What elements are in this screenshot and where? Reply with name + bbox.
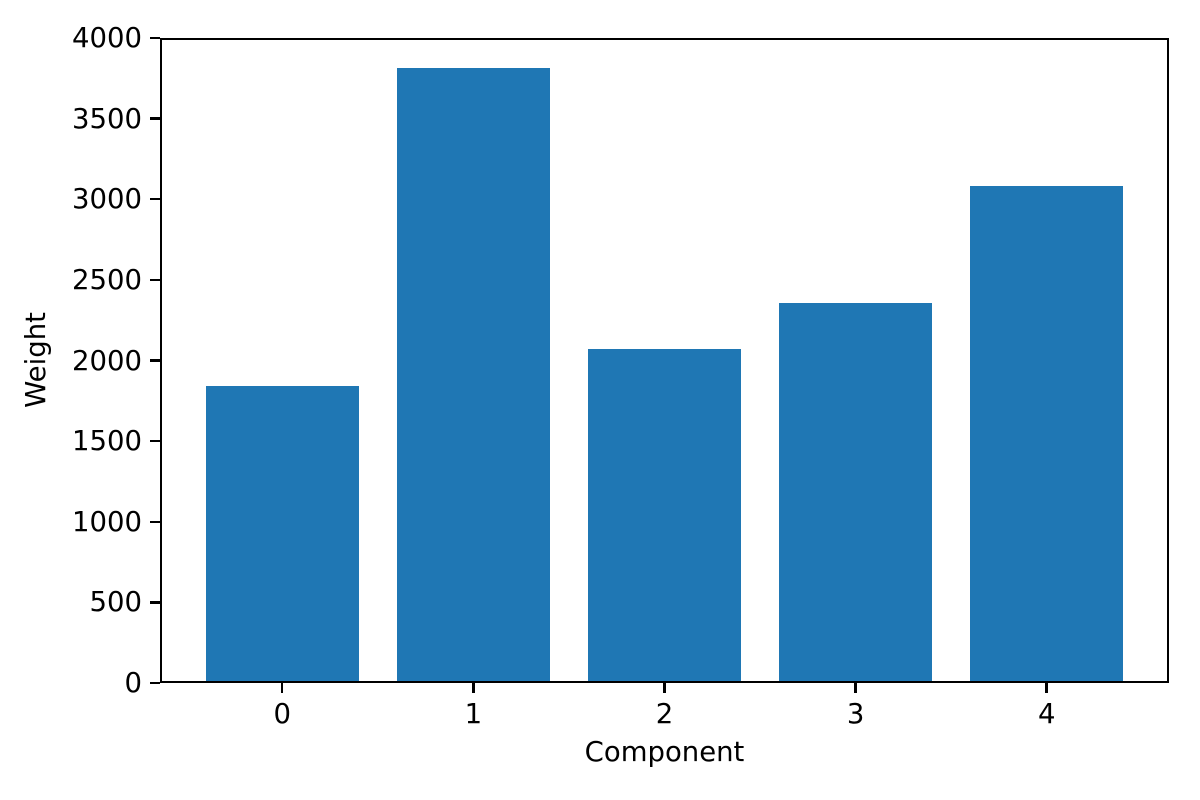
y-tick-label-8: 4000 — [72, 22, 142, 54]
x-tick-mark-1 — [472, 683, 475, 693]
x-axis-label: Component — [584, 736, 745, 768]
x-tick-mark-3 — [854, 683, 857, 693]
x-tick-label-3: 3 — [846, 698, 865, 730]
bar-4 — [970, 186, 1124, 683]
bar-0 — [205, 386, 359, 683]
y-tick-mark-0 — [150, 681, 160, 685]
y-tick-mark-3 — [150, 439, 160, 443]
y-tick-label-3: 1500 — [72, 425, 142, 458]
x-tick-label-4: 4 — [1037, 698, 1056, 730]
y-tick-label-0: 0 — [124, 667, 143, 699]
x-tick-label-1: 1 — [464, 698, 483, 730]
x-tick-label-2: 2 — [655, 698, 674, 730]
y-tick-mark-2 — [150, 520, 160, 523]
x-tick-mark-0 — [281, 683, 284, 693]
bar-1 — [396, 67, 550, 683]
y-tick-label-7: 3500 — [72, 102, 142, 135]
y-tick-label-4: 2000 — [72, 344, 142, 377]
x-tick-mark-4 — [1045, 683, 1048, 693]
bar-2 — [588, 349, 741, 683]
y-tick-mark-1 — [150, 601, 160, 604]
y-tick-mark-8 — [150, 36, 160, 40]
y-tick-mark-4 — [150, 359, 160, 362]
y-tick-mark-5 — [150, 278, 160, 282]
plot-area — [160, 38, 1169, 683]
bar-3 — [779, 303, 933, 683]
y-tick-label-1: 500 — [89, 586, 143, 619]
y-tick-label-6: 3000 — [72, 183, 142, 216]
y-tick-mark-6 — [150, 198, 160, 201]
y-tick-label-2: 1000 — [72, 505, 142, 538]
y-tick-mark-7 — [150, 117, 160, 120]
x-tick-label-0: 0 — [273, 698, 292, 730]
x-tick-mark-2 — [663, 683, 666, 693]
y-tick-label-5: 2500 — [72, 263, 142, 296]
